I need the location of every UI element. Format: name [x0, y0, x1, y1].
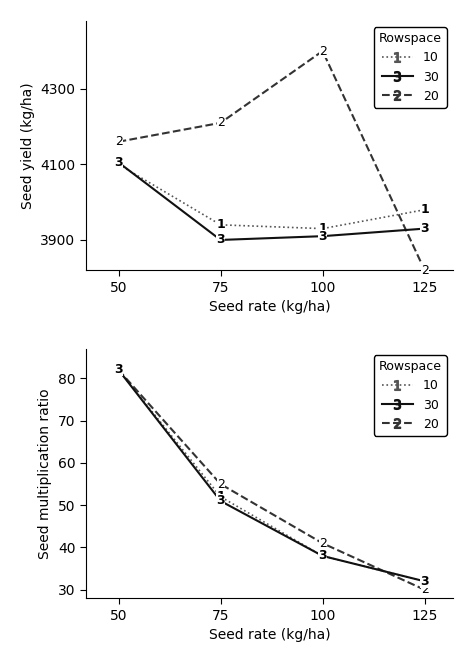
Text: 3: 3: [114, 156, 123, 169]
Text: 1: 1: [318, 550, 327, 562]
Text: 3: 3: [318, 550, 327, 562]
Text: 2: 2: [420, 264, 428, 276]
Text: 1: 1: [114, 158, 123, 171]
X-axis label: Seed rate (kg/ha): Seed rate (kg/ha): [209, 300, 330, 314]
Text: 2: 2: [319, 44, 327, 58]
Text: 2: 2: [217, 116, 225, 129]
Text: 3: 3: [420, 575, 429, 588]
Text: 2: 2: [420, 583, 428, 596]
Text: 1: 1: [216, 490, 225, 503]
Text: 3: 3: [114, 363, 123, 377]
Legend: 10, 30, 20: 10, 30, 20: [374, 27, 447, 108]
Text: 2: 2: [319, 537, 327, 550]
Text: 3: 3: [216, 233, 225, 247]
Text: 1: 1: [318, 222, 327, 235]
Text: 3: 3: [318, 229, 327, 243]
Text: 3: 3: [420, 222, 429, 235]
Text: 3: 3: [216, 495, 225, 507]
X-axis label: Seed rate (kg/ha): Seed rate (kg/ha): [209, 628, 330, 642]
Text: 1: 1: [420, 575, 429, 588]
Y-axis label: Seed multiplication ratio: Seed multiplication ratio: [38, 389, 52, 559]
Text: 2: 2: [115, 135, 122, 149]
Text: 1: 1: [420, 204, 429, 216]
Text: 2: 2: [115, 363, 122, 377]
Y-axis label: Seed yield (kg/ha): Seed yield (kg/ha): [21, 82, 35, 209]
Legend: 10, 30, 20: 10, 30, 20: [374, 355, 447, 436]
Text: 1: 1: [114, 363, 123, 377]
Text: 2: 2: [217, 477, 225, 491]
Text: 1: 1: [216, 218, 225, 231]
